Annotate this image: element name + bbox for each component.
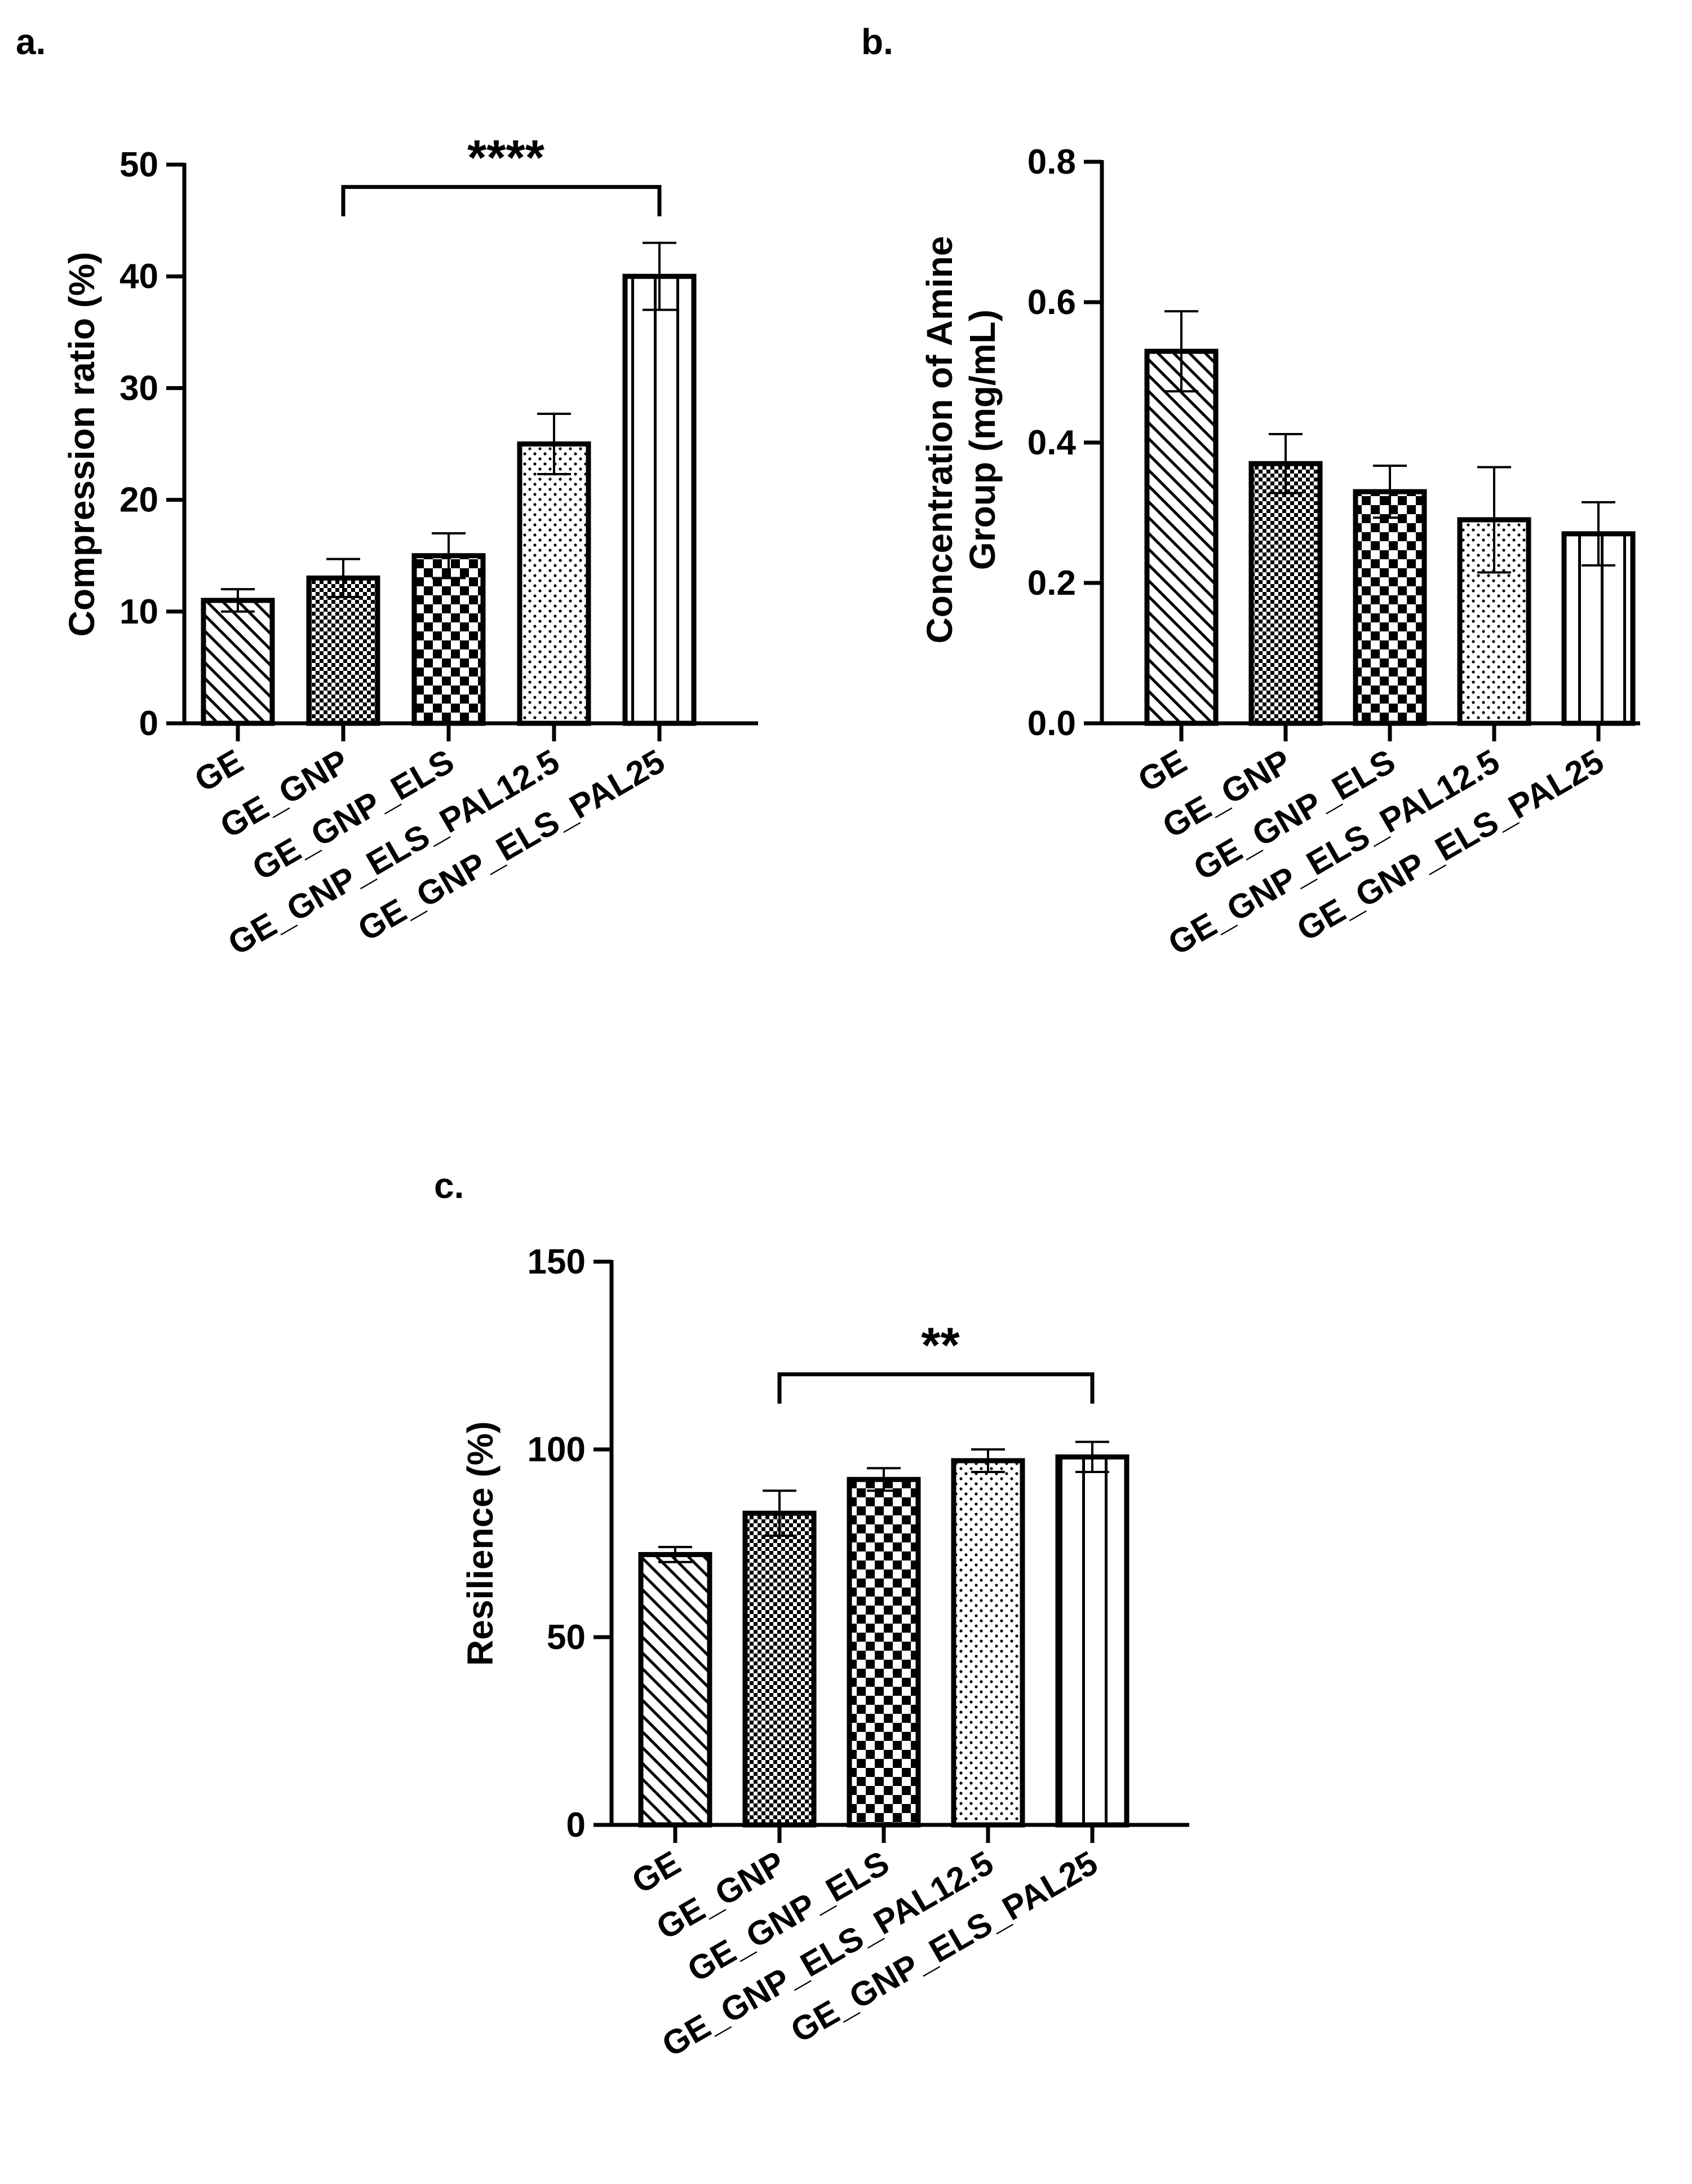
y-axis-title: Compression ratio (%) (61, 252, 102, 637)
panel-c-letter: c. (434, 1165, 464, 1206)
y-tick-label: 0 (566, 1806, 586, 1845)
y-tick-label: 0.8 (1027, 143, 1076, 182)
y-axis-title: Concentration of Amine (919, 236, 960, 644)
y-tick-label: 0.6 (1027, 283, 1076, 322)
y-tick-label: 50 (547, 1618, 586, 1657)
bar (411, 553, 486, 726)
y-axis-title: Group (mg/mL) (962, 310, 1003, 570)
bar (517, 441, 591, 726)
panel-a-letter: a. (16, 21, 46, 62)
y-tick-label: 40 (119, 257, 158, 296)
panel-c-bars: ** (638, 1317, 1130, 1828)
significance-bracket (777, 1372, 1095, 1404)
y-tick-label: 30 (119, 369, 158, 408)
y-tick-label: 150 (528, 1243, 586, 1281)
y-tick-label: 0.0 (1027, 704, 1076, 743)
significance-bracket (341, 185, 662, 216)
y-tick-label: 100 (528, 1430, 586, 1469)
category-label: GE (188, 742, 250, 799)
y-tick-label: 0.2 (1027, 564, 1076, 603)
significance-label: **** (467, 130, 545, 185)
panel-b: b. 0.0 0.2 0.4 0.6 0.8 Concentration of Amine… (861, 21, 1640, 962)
y-tick-label: 20 (119, 481, 158, 520)
y-axis-title: Resilience (%) (460, 1421, 500, 1666)
bar (1144, 348, 1219, 726)
bar (622, 273, 697, 726)
bar (951, 1458, 1025, 1828)
panel-b-bars (1144, 310, 1636, 726)
y-tick-label: 50 (119, 145, 158, 184)
panel-a-bars: **** (201, 130, 697, 726)
panel-b-letter: b. (861, 21, 893, 62)
bar (1248, 461, 1323, 726)
y-tick-label: 10 (119, 593, 158, 631)
bar (1353, 489, 1427, 726)
y-tick-label: 0 (139, 704, 158, 743)
bar (306, 575, 380, 726)
y-tick-label: 0.4 (1027, 423, 1077, 462)
bar (201, 598, 275, 726)
bar (638, 1551, 712, 1828)
bar (1055, 1454, 1130, 1828)
bar (742, 1510, 817, 1828)
significance-label: ** (921, 1317, 960, 1373)
category-label: GE (1132, 742, 1193, 799)
category-label: GE (626, 1843, 687, 1900)
bar (847, 1476, 921, 1828)
